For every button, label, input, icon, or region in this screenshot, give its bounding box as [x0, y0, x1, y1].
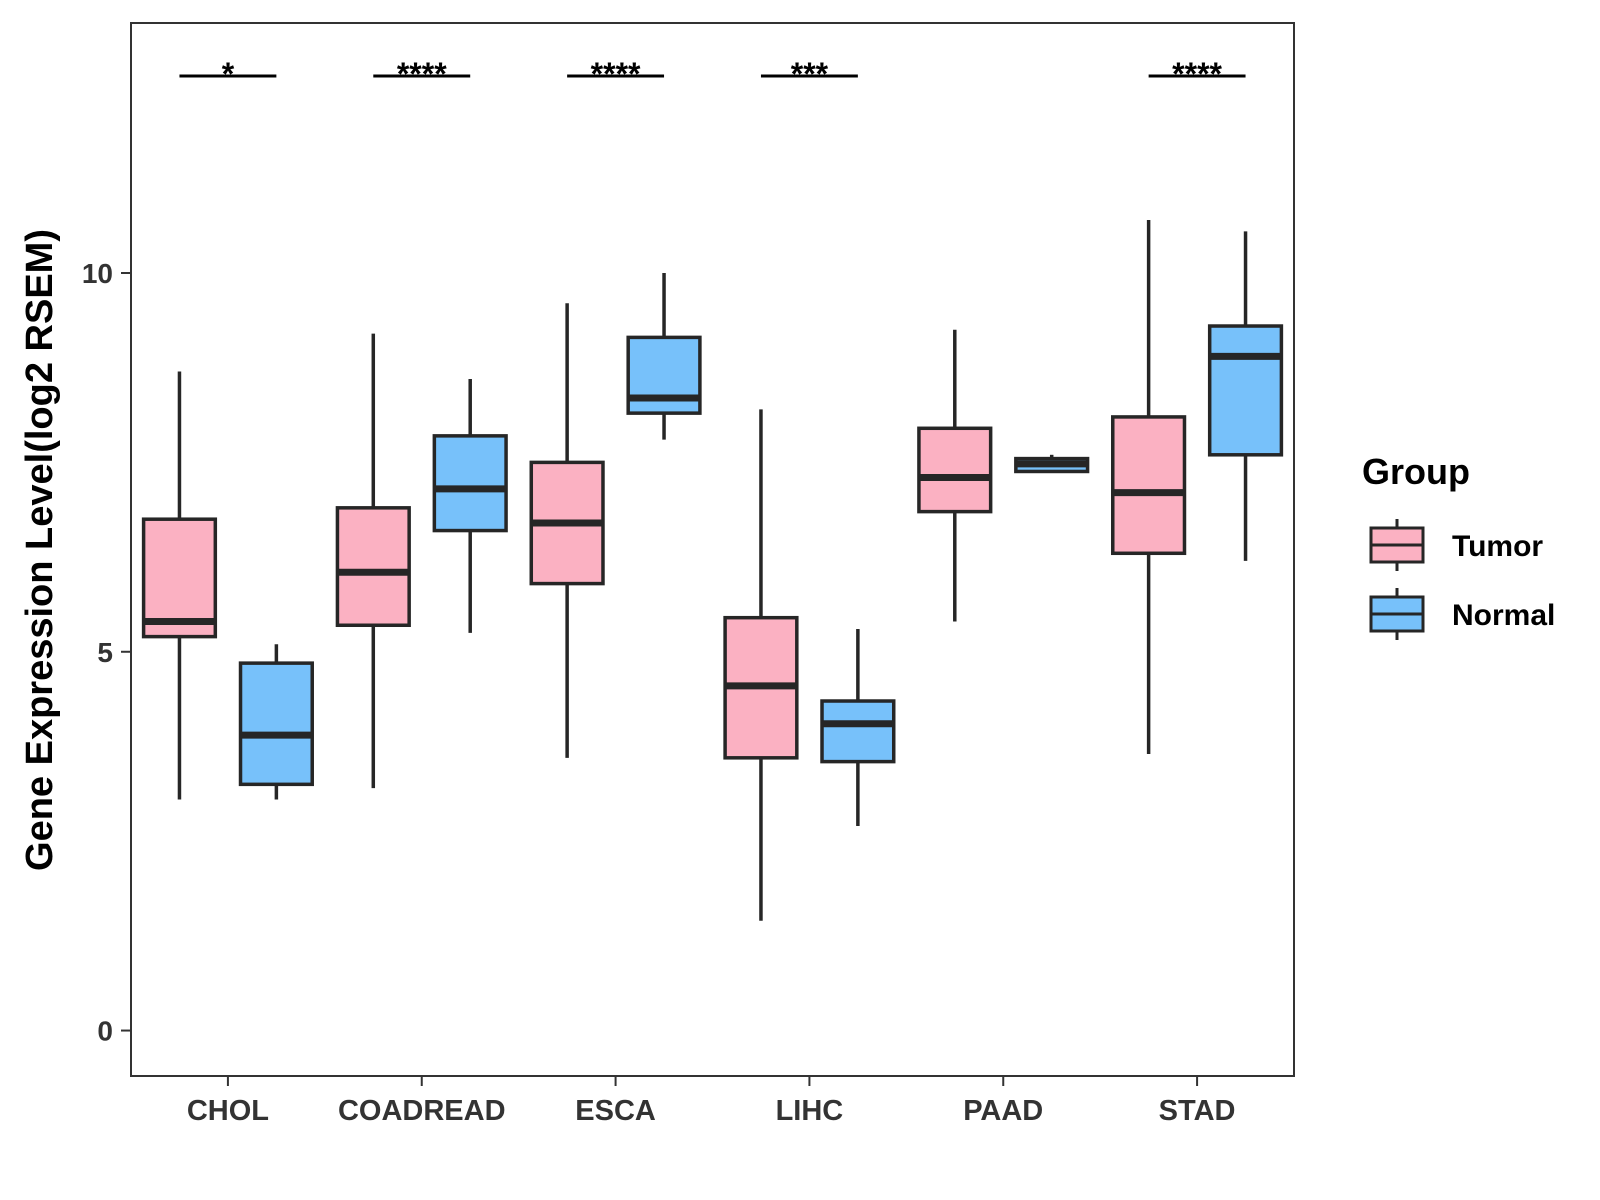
y-tick-label: 0	[97, 1016, 113, 1047]
x-tick-label: LIHC	[776, 1095, 844, 1127]
box	[335, 506, 411, 628]
box-normal-lihc	[820, 629, 896, 827]
box-layer	[141, 219, 1284, 921]
box-normal-stad	[1207, 231, 1284, 561]
box	[1111, 415, 1187, 556]
x-tick-label: CHOL	[187, 1095, 269, 1127]
legend-label: Tumor	[1452, 530, 1543, 563]
y-tick-label: 10	[82, 258, 113, 289]
legend: Group Tumor Normal	[1362, 451, 1555, 640]
x-tick-label: PAAD	[963, 1095, 1043, 1127]
box-normal-coadread	[432, 379, 508, 633]
box-normal-esca	[626, 272, 702, 440]
box-normal-chol	[238, 644, 314, 800]
box	[820, 699, 896, 764]
significance-label: ****	[1172, 56, 1222, 92]
x-axis: CHOL COADREAD ESCA LIHC PAAD STAD	[187, 1076, 1236, 1127]
box-tumor-stad	[1111, 219, 1187, 755]
y-axis-title: Gene Expression Level(log2 RSEM)	[19, 229, 61, 871]
box	[238, 661, 314, 787]
box-tumor-lihc	[723, 409, 799, 921]
y-axis: 0 5 10	[82, 258, 131, 1047]
legend-title: Group	[1362, 451, 1470, 492]
box-tumor-coadread	[335, 333, 411, 789]
box-tumor-esca	[529, 303, 605, 758]
box-normal-paad	[1014, 454, 1090, 474]
significance-label: *	[222, 56, 235, 92]
significance-layer: * **** **** *** ****	[179, 56, 1246, 92]
legend-entry-tumor: Tumor	[1369, 519, 1543, 571]
significance-label: ****	[397, 56, 447, 92]
y-tick-label: 5	[97, 637, 113, 668]
legend-label: Normal	[1452, 599, 1555, 632]
significance-label: ****	[591, 56, 641, 92]
plot-panel	[130, 22, 1295, 1077]
significance-label: ***	[791, 56, 829, 92]
box	[1207, 324, 1284, 457]
box	[432, 434, 508, 533]
legend-entry-normal: Normal	[1369, 588, 1555, 640]
box	[141, 517, 218, 639]
box-tumor-chol	[141, 371, 218, 800]
x-tick-label: STAD	[1159, 1095, 1236, 1127]
box-tumor-paad	[917, 329, 993, 622]
x-tick-label: COADREAD	[338, 1095, 506, 1127]
box	[626, 335, 702, 415]
x-tick-label: ESCA	[575, 1095, 656, 1127]
box	[917, 426, 993, 514]
